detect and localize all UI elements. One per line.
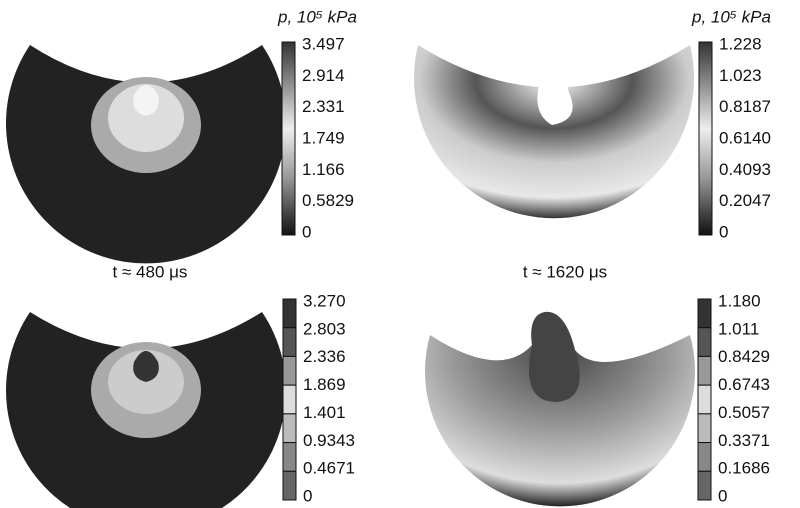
colorbar-band xyxy=(283,356,296,385)
colorbar-tick-label: 1.401 xyxy=(303,403,346,422)
colorbar-tick-label: 1.180 xyxy=(718,291,761,310)
colorbar-label: p, 10⁵ kPa xyxy=(691,7,771,26)
colorbar-band xyxy=(283,443,296,472)
colorbar-tick-label: 0.1686 xyxy=(718,459,770,478)
colorbar-tick-label: 0.4671 xyxy=(303,459,355,478)
figure: p, 10⁵ kPa 3.497 2.914 2.331 1.749 1.166 0.582… xyxy=(0,0,800,508)
colorbar-band xyxy=(698,328,711,357)
colorbar-tick-label: 0.3371 xyxy=(718,431,770,450)
colorbar-tick-label: 0.5829 xyxy=(302,191,354,210)
colorbar-tick-label: 0.2047 xyxy=(719,191,771,210)
colorbar-tick-label: 0.4093 xyxy=(719,160,771,179)
colorbar-tick-label: 2.914 xyxy=(302,66,345,85)
colorbar-tick-label: 1.869 xyxy=(303,375,346,394)
colorbar-tick-label: 0.6743 xyxy=(718,375,770,394)
colorbar-tick-label: 1.023 xyxy=(719,66,762,85)
colorbar-band xyxy=(283,328,296,357)
colorbar-band xyxy=(283,414,296,443)
colorbar-tick-label: 2.336 xyxy=(303,347,346,366)
field-plot xyxy=(414,10,694,218)
colorbar-band xyxy=(698,414,711,443)
colorbar-band xyxy=(283,299,296,328)
colorbar-band xyxy=(698,471,711,500)
colorbar-tick-label: 3.497 xyxy=(302,34,345,53)
colorbar-tick-label: 0 xyxy=(719,222,728,241)
field-plot xyxy=(6,312,286,508)
colorbar-label: p, 10⁵ kPa xyxy=(277,7,357,26)
colorbar-band xyxy=(698,299,711,328)
colorbar-tick-label: 3.270 xyxy=(303,291,346,310)
colorbar-band xyxy=(283,471,296,500)
colorbar-band xyxy=(283,385,296,414)
colorbar-tick-label: 1.011 xyxy=(718,319,759,338)
colorbar-band xyxy=(698,385,711,414)
colorbar-tick-label: 1.749 xyxy=(302,128,345,147)
time-label: t ≈ 1620 μs xyxy=(523,262,607,281)
field-plot xyxy=(425,312,695,506)
colorbar xyxy=(699,42,712,235)
field-plot xyxy=(6,45,286,263)
colorbar-tick-label: 0.8187 xyxy=(719,97,771,116)
colorbar-tick-label: 0.9343 xyxy=(303,431,355,450)
colorbar xyxy=(698,299,711,500)
colorbar-tick-label: 0 xyxy=(303,486,312,505)
colorbar xyxy=(282,42,295,235)
colorbar-tick-label: 0.6140 xyxy=(719,128,771,147)
colorbar-tick-label: 0 xyxy=(718,486,727,505)
colorbar-tick-label: 0.8429 xyxy=(718,347,770,366)
colorbar-tick-label: 0 xyxy=(302,222,311,241)
colorbar-tick-label: 1.166 xyxy=(302,160,345,179)
colorbar-tick-label: 2.331 xyxy=(302,97,345,116)
time-label: t ≈ 480 μs xyxy=(113,262,188,281)
colorbar-tick-label: 0.5057 xyxy=(718,403,770,422)
colorbar-tick-label: 1.228 xyxy=(719,34,762,53)
colorbar-band xyxy=(698,443,711,472)
colorbar-band xyxy=(698,356,711,385)
colorbar-tick-label: 2.803 xyxy=(303,319,346,338)
colorbar xyxy=(283,299,296,500)
